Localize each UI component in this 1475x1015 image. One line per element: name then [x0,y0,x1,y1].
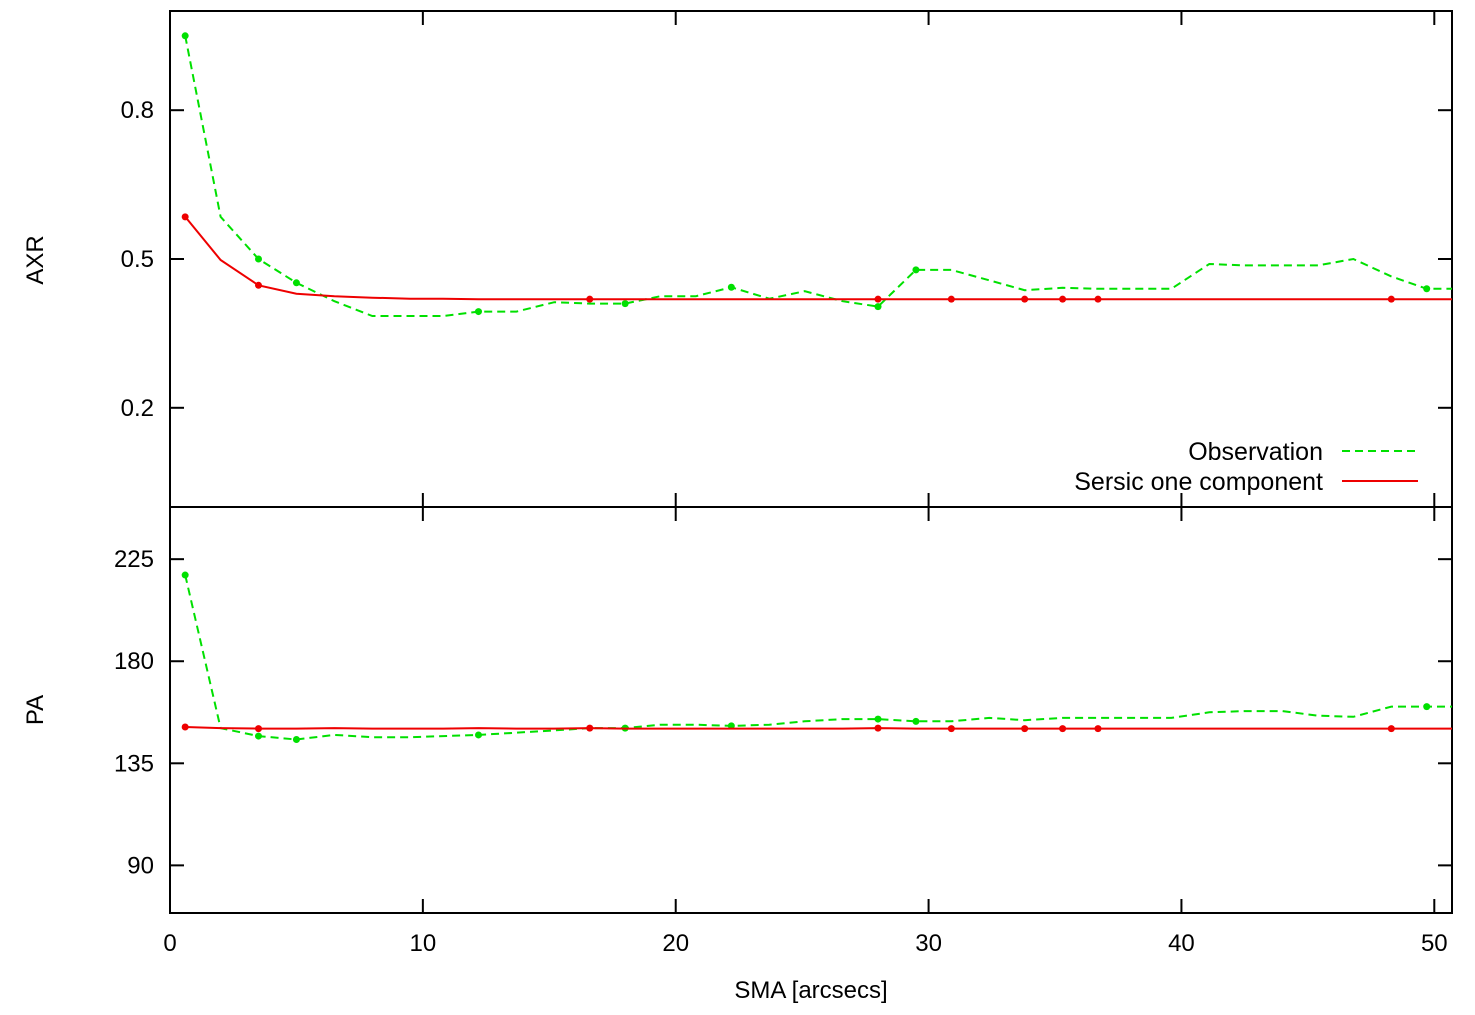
axr-ytick-label: 0.5 [121,246,154,273]
xtick-label: 40 [1168,930,1195,957]
axr-point [621,300,629,308]
axr-point [255,255,263,263]
xtick-label: 10 [410,930,437,957]
axr-point [1021,295,1029,303]
pa-point [874,724,882,732]
pa-point [1059,725,1067,733]
pa-ytick-label: 90 [127,852,154,879]
pa-frame [169,506,1453,914]
pa-series-sersic [185,726,1452,730]
pa-ytick-label: 225 [114,546,154,573]
axr-point [912,266,920,274]
pa-point [181,571,189,579]
x-axis-title: SMA [arcsecs] [734,977,887,1004]
axr-point [1387,295,1395,303]
axr-point [586,295,594,303]
legend-label: Sersic one component [1074,468,1323,496]
pa-point [912,717,920,725]
axr-point [181,32,189,40]
pa-point [181,723,189,731]
pa-point [255,732,263,740]
axr-point [1059,295,1067,303]
axr-point [1423,285,1431,293]
axr-point [292,279,300,287]
axr-series-sersic [184,216,1452,301]
pa-point [474,731,482,739]
pa-point [874,715,882,723]
pa-ytick-label: 180 [114,648,154,675]
pa-point [1021,725,1029,733]
pa-point [1423,703,1431,711]
xtick-label: 50 [1421,930,1448,957]
axr-point [874,303,882,311]
pa-point [1387,725,1395,733]
pa-series-observation [184,574,1452,741]
axr-panel: 0.2 0.5 0.8 AXR [22,10,1453,508]
axr-point [255,281,263,289]
pa-point [292,735,300,743]
axr-ytick-label: 0.2 [121,395,154,422]
pa-point [255,725,263,733]
axr-series-observation [184,35,1452,317]
pa-point [1094,725,1102,733]
axr-point [181,213,189,221]
xtick-label: 20 [662,930,689,957]
axr-frame [169,10,1453,508]
pa-panel: 90 135 180 225 0 10 20 30 40 50 PA SMA [arcsecs] [22,506,1453,1004]
axr-point [947,295,955,303]
pa-ytick-label: 135 [114,750,154,777]
pa-point [947,725,955,733]
pa-ylabel: PA [22,695,49,725]
axr-point [874,295,882,303]
axr-point [1094,295,1102,303]
axr-point [474,308,482,316]
xtick-label: 0 [163,930,176,957]
legend-label: Observation [1188,438,1323,466]
axr-point [727,283,735,291]
axr-ylabel: AXR [22,235,49,284]
pa-point [586,724,594,732]
xtick-label: 30 [915,930,942,957]
axr-ytick-label: 0.8 [121,97,154,124]
